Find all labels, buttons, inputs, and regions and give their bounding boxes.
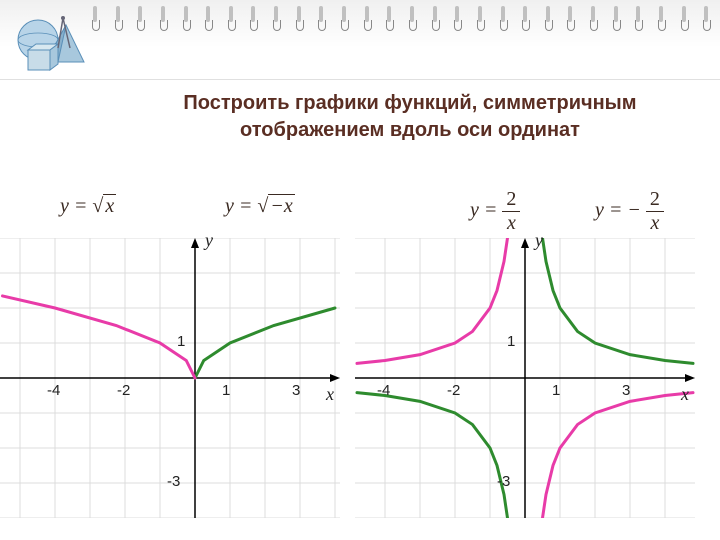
- y-tick: 1: [177, 333, 185, 350]
- x-tick: 3: [292, 382, 300, 399]
- charts-row: -4-2131-3yx -4-2131-3yx: [0, 238, 720, 538]
- chart-right: -4-2131-3yx: [355, 238, 720, 518]
- page-title: Построить графики функций, симметричным …: [120, 90, 700, 144]
- y-axis-label: y: [205, 230, 213, 251]
- x-tick: -2: [117, 382, 130, 399]
- formula-4: y = − 2x: [595, 188, 664, 235]
- x-tick: -2: [447, 382, 460, 399]
- y-tick: -3: [167, 473, 180, 490]
- y-tick: -3: [497, 473, 510, 490]
- x-axis-label: x: [681, 384, 689, 405]
- chart-left: -4-2131-3yx: [0, 238, 355, 518]
- x-tick: 1: [222, 382, 230, 399]
- x-axis-label: x: [326, 384, 334, 405]
- formula-1: y = √x: [60, 195, 116, 218]
- formula-2: y = √−x: [225, 195, 295, 218]
- y-tick: 1: [507, 333, 515, 350]
- x-tick: -4: [377, 382, 390, 399]
- x-tick: 1: [552, 382, 560, 399]
- geometry-logo-icon: [8, 10, 93, 75]
- formula-3: y = 2x: [470, 188, 520, 235]
- y-axis-label: y: [535, 230, 543, 251]
- x-tick: -4: [47, 382, 60, 399]
- x-tick: 3: [622, 382, 630, 399]
- header-strip: [0, 0, 720, 80]
- spiral-binding: [90, 6, 710, 34]
